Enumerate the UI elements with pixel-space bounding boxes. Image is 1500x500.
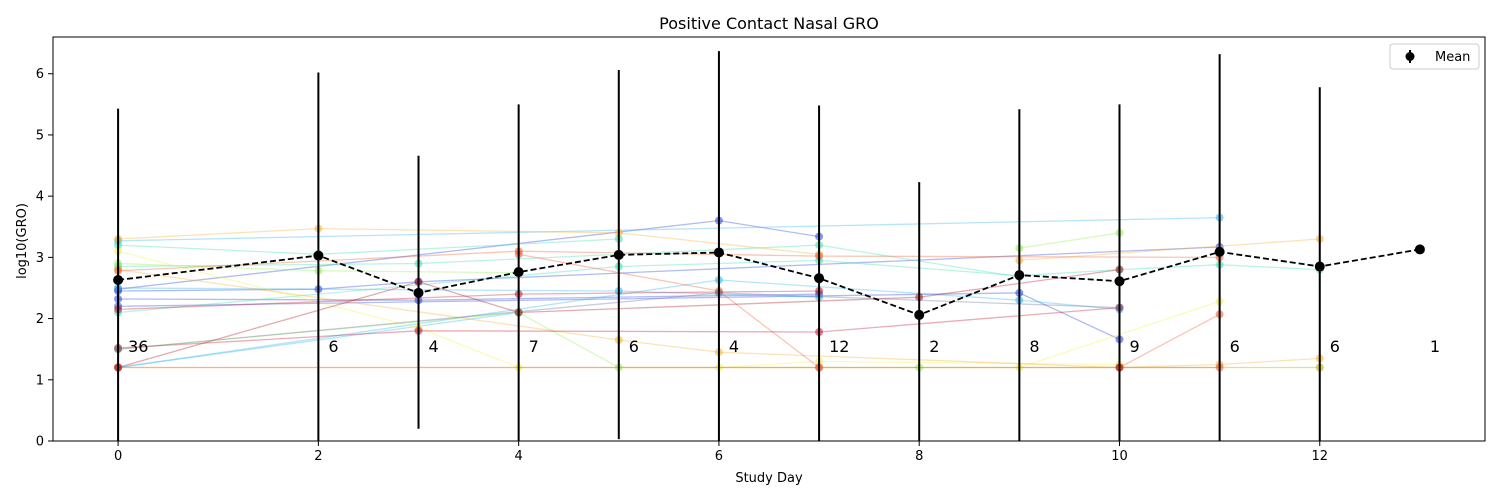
mean-point-12 xyxy=(1414,244,1425,255)
count-label-10: 6 xyxy=(1230,337,1240,356)
chart-title: Positive Contact Nasal GRO xyxy=(659,14,879,33)
x-tick-label-1: 2 xyxy=(314,449,322,464)
x-tick-label-2: 4 xyxy=(515,449,523,464)
y-tick-label-5: 5 xyxy=(36,128,44,143)
mean-point-3 xyxy=(513,267,524,278)
subject-line-23 xyxy=(1119,313,1220,369)
count-label-11: 6 xyxy=(1330,337,1340,356)
mean-point-8 xyxy=(1014,270,1025,281)
legend: Mean xyxy=(1389,43,1480,70)
y-tick-label-2: 2 xyxy=(36,312,44,327)
count-label-6: 12 xyxy=(829,337,849,356)
mean-point-7 xyxy=(914,309,925,320)
subject-line-17 xyxy=(1019,238,1320,262)
y-tick-label-3: 3 xyxy=(36,251,44,266)
mean-point-5 xyxy=(713,247,724,258)
y-tick-label-1: 1 xyxy=(36,373,44,388)
mean-point-1 xyxy=(313,250,324,261)
mean-line xyxy=(117,248,1421,316)
mean-point-9 xyxy=(1114,276,1125,287)
count-label-3: 7 xyxy=(529,337,539,356)
x-tick-label-6: 12 xyxy=(1311,449,1328,464)
count-label-5: 4 xyxy=(729,337,739,356)
mean-series-group xyxy=(113,244,1425,320)
count-label-7: 2 xyxy=(929,337,939,356)
y-tick-label-4: 4 xyxy=(36,190,44,205)
mean-point-0 xyxy=(113,275,124,286)
x-tick-label-4: 8 xyxy=(915,449,923,464)
count-labels-group: 36 6 4 7 6 4 12 2 8 9 6 6 1 xyxy=(128,337,1440,356)
count-label-0: 36 xyxy=(128,337,148,356)
mean-point-10 xyxy=(1214,246,1225,257)
count-label-12: 1 xyxy=(1430,337,1440,356)
legend-mean-marker xyxy=(1405,52,1415,61)
count-label-1: 6 xyxy=(328,337,338,356)
subject-line-13 xyxy=(1019,232,1120,249)
legend-box xyxy=(1389,43,1480,70)
x-tick-label-5: 10 xyxy=(1111,449,1128,464)
count-label-4: 6 xyxy=(629,337,639,356)
mean-point-2 xyxy=(413,287,424,298)
mean-point-4 xyxy=(613,249,624,260)
mean-errorbars-group xyxy=(117,51,1321,441)
y-tick-label-6: 6 xyxy=(36,67,44,82)
count-label-2: 4 xyxy=(429,337,439,356)
mean-point-6 xyxy=(814,273,825,284)
x-axis-label: Study Day xyxy=(735,471,803,486)
mean-point-11 xyxy=(1314,261,1325,272)
count-label-8: 8 xyxy=(1029,337,1039,356)
x-tick-label-0: 0 xyxy=(114,449,122,464)
y-axis-label: log10(GRO) xyxy=(15,203,30,279)
subject-line-4 xyxy=(118,216,1220,242)
plot-frame xyxy=(52,36,1486,442)
x-tick-label-3: 6 xyxy=(715,449,723,464)
y-tick-label-0: 0 xyxy=(36,435,44,450)
count-label-9: 9 xyxy=(1129,337,1139,356)
legend-mean-label: Mean xyxy=(1435,50,1470,65)
